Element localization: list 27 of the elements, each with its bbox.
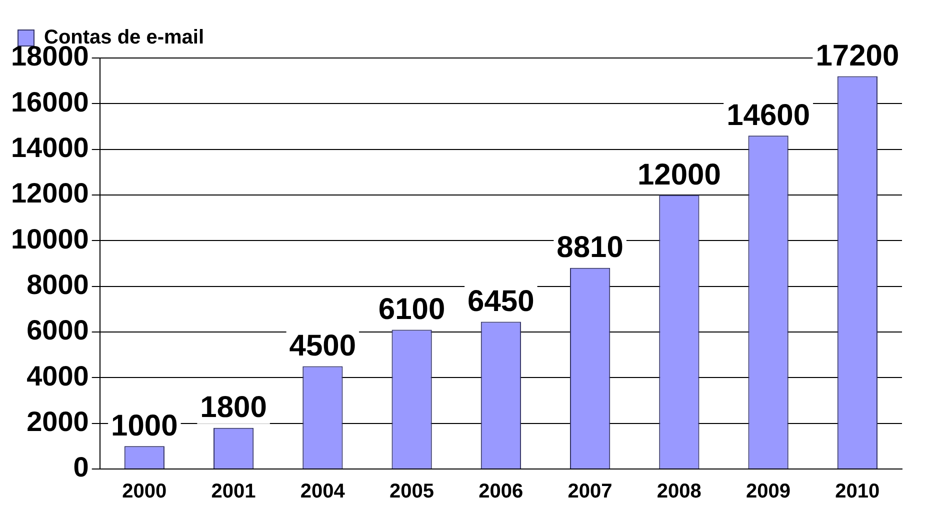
x-tick-label: 2009	[746, 480, 791, 503]
y-tick-label: 12000	[10, 178, 89, 209]
data-label: 6100	[378, 292, 446, 326]
data-label: 1800	[200, 391, 267, 424]
data-label: 14600	[726, 98, 810, 132]
x-tick-label: 2010	[835, 480, 880, 503]
x-tick-label: 2005	[390, 480, 434, 503]
data-label: 8810	[556, 231, 624, 264]
x-tick-label: 2006	[478, 480, 524, 503]
y-tick-label: 0	[73, 452, 89, 483]
y-tick-label: 8000	[26, 269, 89, 300]
data-label: 17200	[816, 40, 900, 73]
data-label: 6450	[468, 284, 534, 318]
data-label: 4500	[289, 330, 356, 363]
x-tick-label: 2001	[211, 480, 256, 503]
y-tick-label: 14000	[10, 132, 89, 164]
y-tick-label: 10000	[10, 223, 89, 254]
x-tick-label: 2000	[122, 480, 167, 503]
data-label: 1000	[111, 409, 178, 442]
x-tick-label: 2007	[568, 480, 612, 503]
x-tick-label: 2008	[656, 480, 702, 503]
x-tick-label: 2004	[300, 480, 346, 503]
y-tick-label: 2000	[26, 406, 89, 438]
y-tick-label: 6000	[26, 314, 89, 346]
y-tick-label: 16000	[10, 86, 89, 118]
data-label: 12000	[637, 158, 721, 192]
y-tick-label: 4000	[26, 360, 89, 392]
